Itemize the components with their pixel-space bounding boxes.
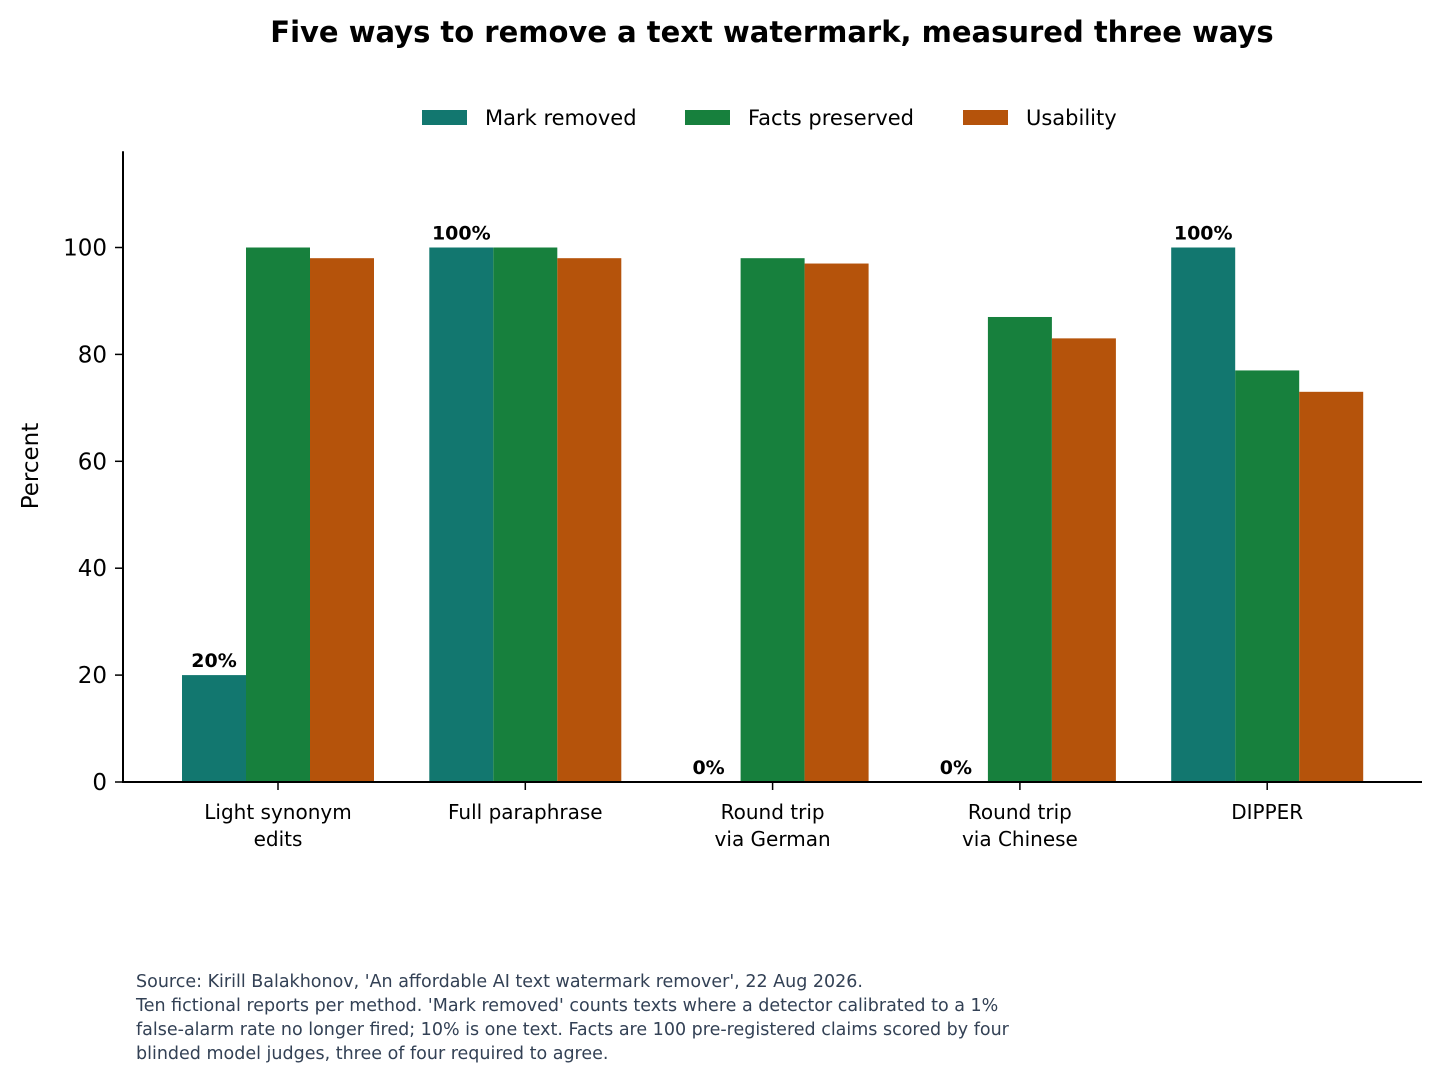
legend-swatch xyxy=(685,110,730,125)
y-tick-label: 60 xyxy=(78,449,107,475)
legend: Mark removed Facts preserved Usability xyxy=(422,106,1117,130)
note-line: blinded model judges, three of four requ… xyxy=(136,1044,609,1064)
bar xyxy=(557,258,622,782)
source-line: Source: Kirill Balakhonov, 'An affordabl… xyxy=(136,972,863,992)
bar xyxy=(1171,247,1236,782)
bar-data-label: 0% xyxy=(940,757,972,779)
legend-label: Mark removed xyxy=(485,106,637,130)
x-tick-label: DIPPER xyxy=(1231,800,1303,824)
bar xyxy=(804,263,869,782)
x-tick-label: Round trip xyxy=(721,800,825,824)
x-tick-label: via German xyxy=(715,827,831,851)
bar xyxy=(1299,391,1364,782)
bar xyxy=(740,258,805,782)
legend-label: Usability xyxy=(1026,106,1117,130)
y-ticks: 0 20 40 60 80 100 xyxy=(63,236,123,796)
bar-data-label: 0% xyxy=(692,757,724,779)
bar-labels: 20% 100% 0% 0% 100% xyxy=(191,223,1232,780)
legend-swatch xyxy=(422,110,467,125)
note-line: Ten fictional reports per method. 'Mark … xyxy=(136,996,999,1016)
x-tick-label: Round trip xyxy=(968,800,1072,824)
bar xyxy=(310,258,374,782)
x-tick-label: Light synonym xyxy=(204,800,351,824)
bar xyxy=(429,247,494,782)
x-tick-label: via Chinese xyxy=(962,827,1078,851)
legend-swatch xyxy=(963,110,1008,125)
bar xyxy=(493,247,558,782)
bar xyxy=(246,247,310,782)
legend-label: Facts preserved xyxy=(748,106,914,130)
bar xyxy=(1235,370,1300,782)
y-tick-label: 80 xyxy=(78,342,107,368)
bar-data-label: 100% xyxy=(432,223,491,245)
bar xyxy=(1051,338,1116,782)
y-tick-label: 100 xyxy=(63,236,107,262)
note-line: false-alarm rate no longer fired; 10% is… xyxy=(136,1020,1009,1040)
x-tick-label: Full paraphrase xyxy=(448,800,603,824)
chart-title: Five ways to remove a text watermark, me… xyxy=(270,15,1273,49)
bar-data-label: 100% xyxy=(1174,223,1233,245)
bars xyxy=(182,247,1364,782)
x-ticks: Light synonym edits Full paraphrase Round t… xyxy=(204,782,1303,851)
y-tick-label: 20 xyxy=(78,663,107,689)
y-tick-label: 0 xyxy=(92,770,107,796)
y-axis-label: Percent xyxy=(18,423,44,510)
bar xyxy=(987,316,1052,782)
bar-data-label: 20% xyxy=(191,650,236,672)
source-note: Source: Kirill Balakhonov, 'An affordabl… xyxy=(136,970,1336,1066)
bar xyxy=(182,675,246,782)
x-tick-label: edits xyxy=(254,827,303,851)
y-tick-label: 40 xyxy=(78,556,107,582)
